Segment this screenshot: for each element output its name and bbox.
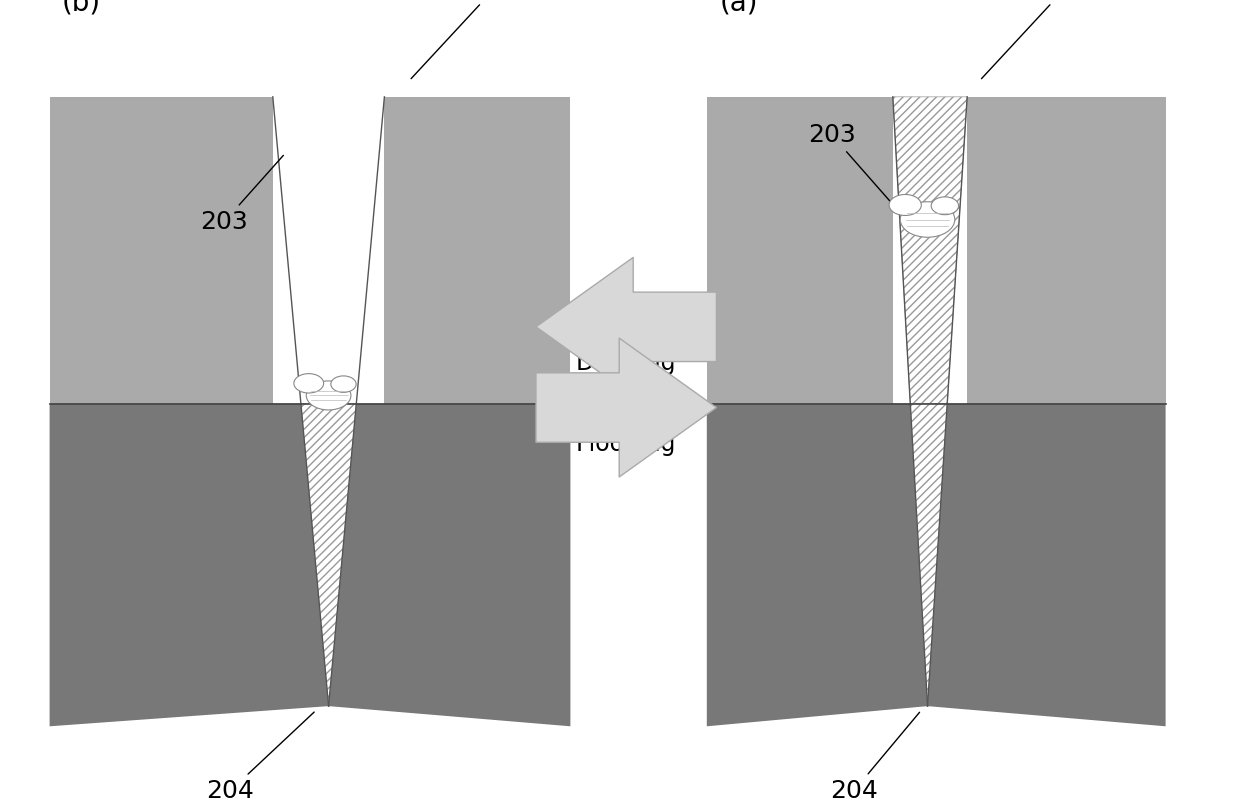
Text: 202: 202 [982,0,1090,78]
Polygon shape [329,404,570,726]
Text: 202: 202 [412,0,520,78]
Polygon shape [893,97,967,404]
Text: 204: 204 [206,712,314,803]
Text: (b): (b) [62,0,102,16]
Polygon shape [50,404,329,726]
Text: Flooding: Flooding [577,432,676,456]
Polygon shape [273,97,384,404]
Polygon shape [50,97,273,404]
Circle shape [294,374,324,393]
Circle shape [900,202,955,237]
Circle shape [331,376,356,392]
Polygon shape [384,97,570,404]
Circle shape [931,197,959,215]
Text: 203: 203 [200,156,284,234]
Polygon shape [928,404,1166,726]
Polygon shape [967,97,1166,404]
Circle shape [306,381,351,410]
Polygon shape [910,404,947,706]
FancyArrowPatch shape [536,257,717,396]
Polygon shape [707,97,893,404]
FancyArrowPatch shape [536,338,717,477]
Text: 203: 203 [807,123,898,209]
Polygon shape [301,404,356,706]
Text: 204: 204 [830,713,920,803]
Text: (a): (a) [719,0,758,16]
Circle shape [889,194,921,215]
Polygon shape [707,404,928,726]
Text: Draining: Draining [575,351,677,375]
